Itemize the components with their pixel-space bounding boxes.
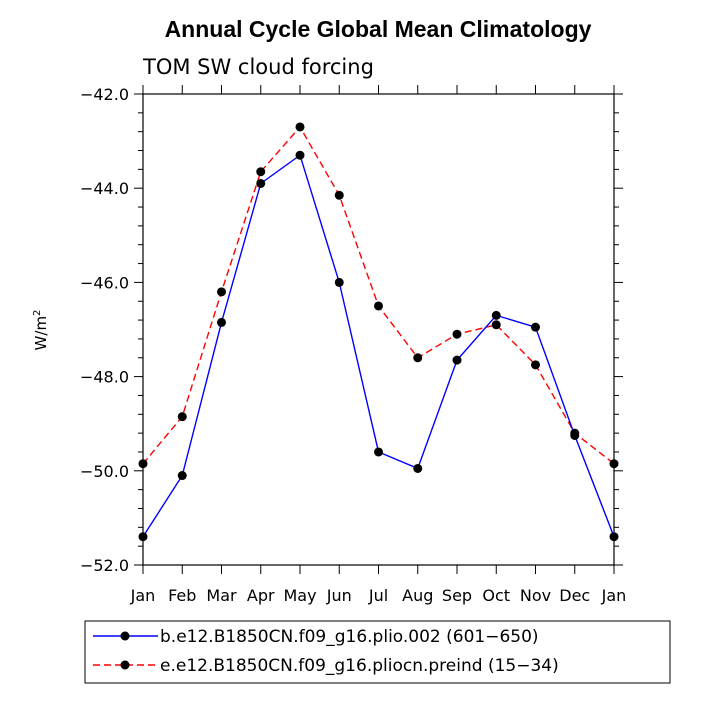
y-tick-label: −48.0 bbox=[80, 368, 129, 387]
data-point bbox=[570, 428, 580, 438]
y-tick-label: −50.0 bbox=[80, 462, 129, 481]
data-point bbox=[138, 459, 148, 469]
data-point bbox=[334, 190, 344, 200]
data-point bbox=[531, 322, 540, 332]
data-point bbox=[374, 301, 383, 311]
data-point bbox=[256, 167, 266, 177]
x-tick-label: Aug bbox=[402, 586, 433, 605]
data-point bbox=[295, 122, 305, 132]
series-line bbox=[142, 154, 615, 538]
x-tick-label: Jun bbox=[326, 586, 352, 605]
x-tick-label: Mar bbox=[206, 586, 237, 605]
y-tick-label: −42.0 bbox=[80, 85, 129, 104]
data-point bbox=[609, 459, 619, 469]
legend-box bbox=[84, 620, 671, 684]
series-line bbox=[142, 125, 615, 465]
data-point bbox=[452, 329, 462, 339]
x-axis-ticks: Jan Feb Mar Apr May Jun Jul Aug Sep Oct Nov Dec Jan bbox=[130, 85, 627, 605]
data-point bbox=[295, 150, 305, 160]
data-point bbox=[217, 287, 226, 297]
legend-label: e.e12.B1850CN.f09_g16.pliocn.preind (15−… bbox=[160, 656, 559, 676]
y-tick-label: −52.0 bbox=[80, 556, 129, 575]
y-tick-label: −46.0 bbox=[80, 273, 129, 292]
y-axis-label-superscript: 2 bbox=[32, 310, 43, 316]
y-axis-label-unit: W/m bbox=[32, 316, 50, 351]
x-tick-label: May bbox=[283, 586, 316, 605]
x-tick-label: Feb bbox=[168, 586, 196, 605]
data-point bbox=[452, 355, 462, 365]
y-axis-ticks: −52.0 −50.0 −48.0 −46.0 −44.0 −42.0 bbox=[80, 85, 623, 575]
legend-marker bbox=[120, 631, 130, 641]
data-point bbox=[491, 320, 501, 330]
chart-subtitle: TOM SW cloud forcing bbox=[142, 55, 374, 79]
data-point bbox=[177, 471, 187, 481]
x-tick-label: Oct bbox=[482, 586, 510, 605]
chart-title: Annual Cycle Global Mean Climatology bbox=[165, 16, 592, 42]
data-point bbox=[374, 447, 383, 457]
data-point bbox=[334, 277, 344, 287]
x-tick-label: Sep bbox=[442, 586, 472, 605]
x-tick-label: Dec bbox=[559, 586, 590, 605]
x-tick-label: Apr bbox=[247, 586, 275, 605]
x-tick-label: Jul bbox=[368, 586, 388, 605]
legend-label: b.e12.B1850CN.f09_g16.plio.002 (601−650) bbox=[160, 627, 539, 647]
x-tick-label: Jan bbox=[130, 586, 156, 605]
data-point bbox=[256, 178, 266, 188]
series-layer bbox=[138, 122, 619, 542]
y-tick-label: −44.0 bbox=[80, 179, 129, 198]
data-point bbox=[177, 412, 187, 422]
plot-frame bbox=[142, 93, 615, 566]
legend: b.e12.B1850CN.f09_g16.plio.002 (601−650)… bbox=[93, 627, 559, 676]
data-point bbox=[491, 310, 501, 320]
x-tick-label: Nov bbox=[520, 586, 551, 605]
data-point bbox=[138, 532, 148, 542]
data-point bbox=[413, 353, 423, 363]
data-point bbox=[217, 317, 226, 327]
data-point bbox=[609, 532, 619, 542]
data-point bbox=[531, 360, 540, 370]
data-point bbox=[413, 463, 423, 473]
x-tick-label: Jan bbox=[601, 586, 627, 605]
y-axis-label: W/m2 bbox=[32, 310, 50, 351]
legend-marker bbox=[120, 660, 130, 670]
